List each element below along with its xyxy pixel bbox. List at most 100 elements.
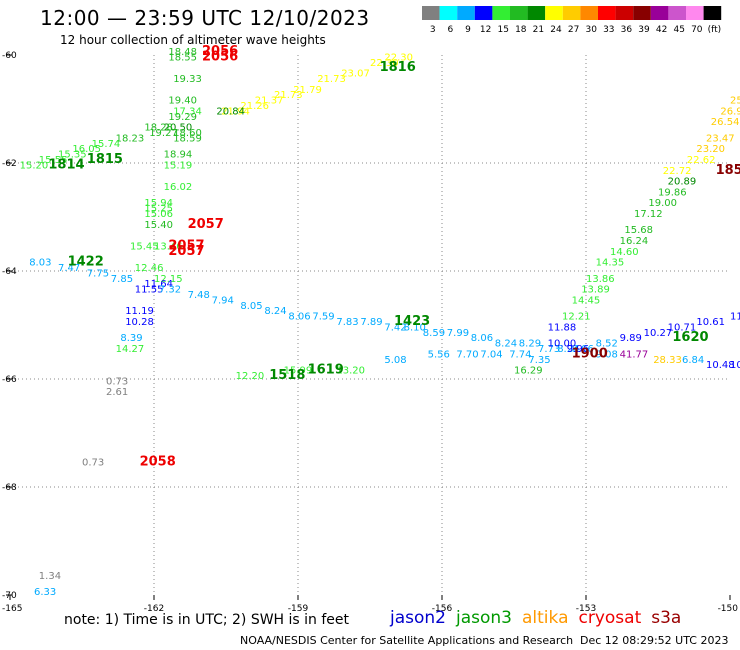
colorbar-swatch [650,6,669,20]
longitude-label: -150 [718,604,739,614]
legend-cryosat: cryosat [578,608,642,628]
colorbar-swatch [615,6,634,20]
wave-height-value: 26.54 [711,117,740,128]
wave-height-value: 7.59 [312,312,334,323]
wave-height-value: 10.48 [706,360,735,371]
wave-height-value: 20.84 [216,106,245,117]
wave-height-value: 25.7 [730,96,740,107]
wave-height-value: 7.35 [528,355,550,366]
wave-height-value: 21.79 [293,85,322,96]
wave-height-value: 23.20 [696,144,725,155]
wave-height-labels: 22.3022.3023.0721.7321.7921.7321.3721.26… [20,47,740,598]
latitude-label: -68 [2,483,17,493]
wave-height-value: 15.19 [164,160,193,171]
page-title: 12:00 — 23:59 UTC 12/10/2023 [40,6,370,30]
satellite-legend: jason2 jason3 altika cryosat s3a [390,608,691,628]
wave-height-value: 8.59 [423,328,445,339]
colorbar-label: 9 [465,25,471,35]
wave-height-value: 15.25 [144,204,173,215]
wave-height-value: 8.06 [471,333,493,344]
wave-height-value: 21.37 [255,96,284,107]
wave-height-value: 7.99 [447,328,469,339]
pass-time-label: 1423 [394,314,430,329]
latitude-label: -64 [2,267,17,277]
wave-height-value: 12.46 [135,263,164,274]
colorbar-swatch [422,6,440,20]
wave-height-value: 7.94 [212,295,234,306]
wave-height-value: 10.28 [125,317,154,328]
pass-time-label: 1814 [48,157,84,172]
pass-time-label: 2056 [202,49,238,64]
credit-text: NOAA/NESDIS Center for Satellite Applica… [240,634,574,647]
longitude-label: -165 [2,604,22,614]
wave-height-value: 14.45 [572,295,601,306]
wave-height-value: 11.55 [135,285,164,296]
generated-timestamp: Dec 12 08:29:52 UTC 2023 [580,634,729,647]
wave-height-value: 7.42 [384,322,406,333]
colorbar-label: 15 [497,25,508,35]
wave-height-value: 17.12 [634,209,663,220]
wave-height-value: 8.24 [557,344,579,355]
wave-height-value: 21.26 [240,101,269,112]
colorbar-swatch [703,6,722,20]
wave-height-value: 11.64 [144,279,173,290]
wave-height-value: 14.60 [610,247,639,258]
wave-height-value: 1.34 [39,571,61,582]
colorbar-label: (ft) [708,25,722,35]
wave-height-value: 15.45 [130,241,159,252]
wave-height-value: 0.73 [106,376,128,387]
wave-height-value: 22.30 [384,52,413,63]
wave-height-value: 14.27 [116,344,145,355]
colorbar-swatch [598,6,616,20]
wave-height-value: 15.40 [144,220,173,231]
pass-time-label: 1815 [87,152,123,167]
legend-jason2: jason2 [390,608,446,628]
pass-time-label: 2057 [188,217,224,232]
colorbar-label: 12 [480,25,491,35]
colorbar-label: 33 [603,25,614,35]
pass-time-label: 1518 [269,368,305,383]
wave-height-value: 18.60 [173,128,202,139]
latitude-label: -60 [2,51,17,61]
wave-height-value: 15.68 [624,225,653,236]
wave-height-value: 22.30 [370,58,399,69]
colorbar-swatch [545,6,563,20]
wave-height-value: 13.46 [154,241,183,252]
wave-height-value: 8.06 [572,344,594,355]
wave-height-value: 8.03 [29,258,51,269]
legend-altika: altika [522,608,569,628]
colorbar-swatch [492,6,510,20]
latitude-label: -66 [2,375,17,385]
wave-height-value: 7.85 [111,274,133,285]
pass-time-label: 1859 [716,163,740,178]
wave-height-value: 12.21 [562,312,591,323]
wave-height-value: 21.73 [317,74,346,85]
wave-height-value: 2.61 [106,387,128,398]
wave-height-value: 19.40 [168,96,197,107]
latitude-label: -62 [2,159,17,169]
colorbar-swatch [580,6,598,20]
wave-height-value: 8.52 [596,339,618,350]
wave-height-value: 8.06 [288,312,310,323]
colorbar-label: 21 [533,25,544,35]
colorbar-label: 24 [550,25,562,35]
wave-height-value: 19.86 [658,187,687,198]
wave-height-value: 15.99 [284,366,313,377]
wave-height-value: 21.94 [221,106,250,117]
wave-height-value: 26.97 [720,106,740,117]
wave-height-value: 11.88 [548,322,577,333]
pass-time-label: 2057 [168,238,204,253]
wave-height-value: 8.24 [264,306,286,317]
wave-height-value: 19.00 [648,198,677,209]
colorbar-label: 3 [430,25,436,35]
wave-height-value: 7.32 [159,285,181,296]
latitude-label: -70 [2,591,17,601]
wave-height-value: 13.86 [586,274,615,285]
colorbar-label: 27 [568,25,579,35]
wave-height-value: 8.05 [240,301,262,312]
wave-height-value: 18.94 [164,150,193,161]
wave-height-value: 21.73 [274,90,303,101]
wave-height-value: 7.47 [58,263,80,274]
wave-height-value: 15.55 [39,155,68,166]
wave-height-value: 18.59 [173,133,202,144]
